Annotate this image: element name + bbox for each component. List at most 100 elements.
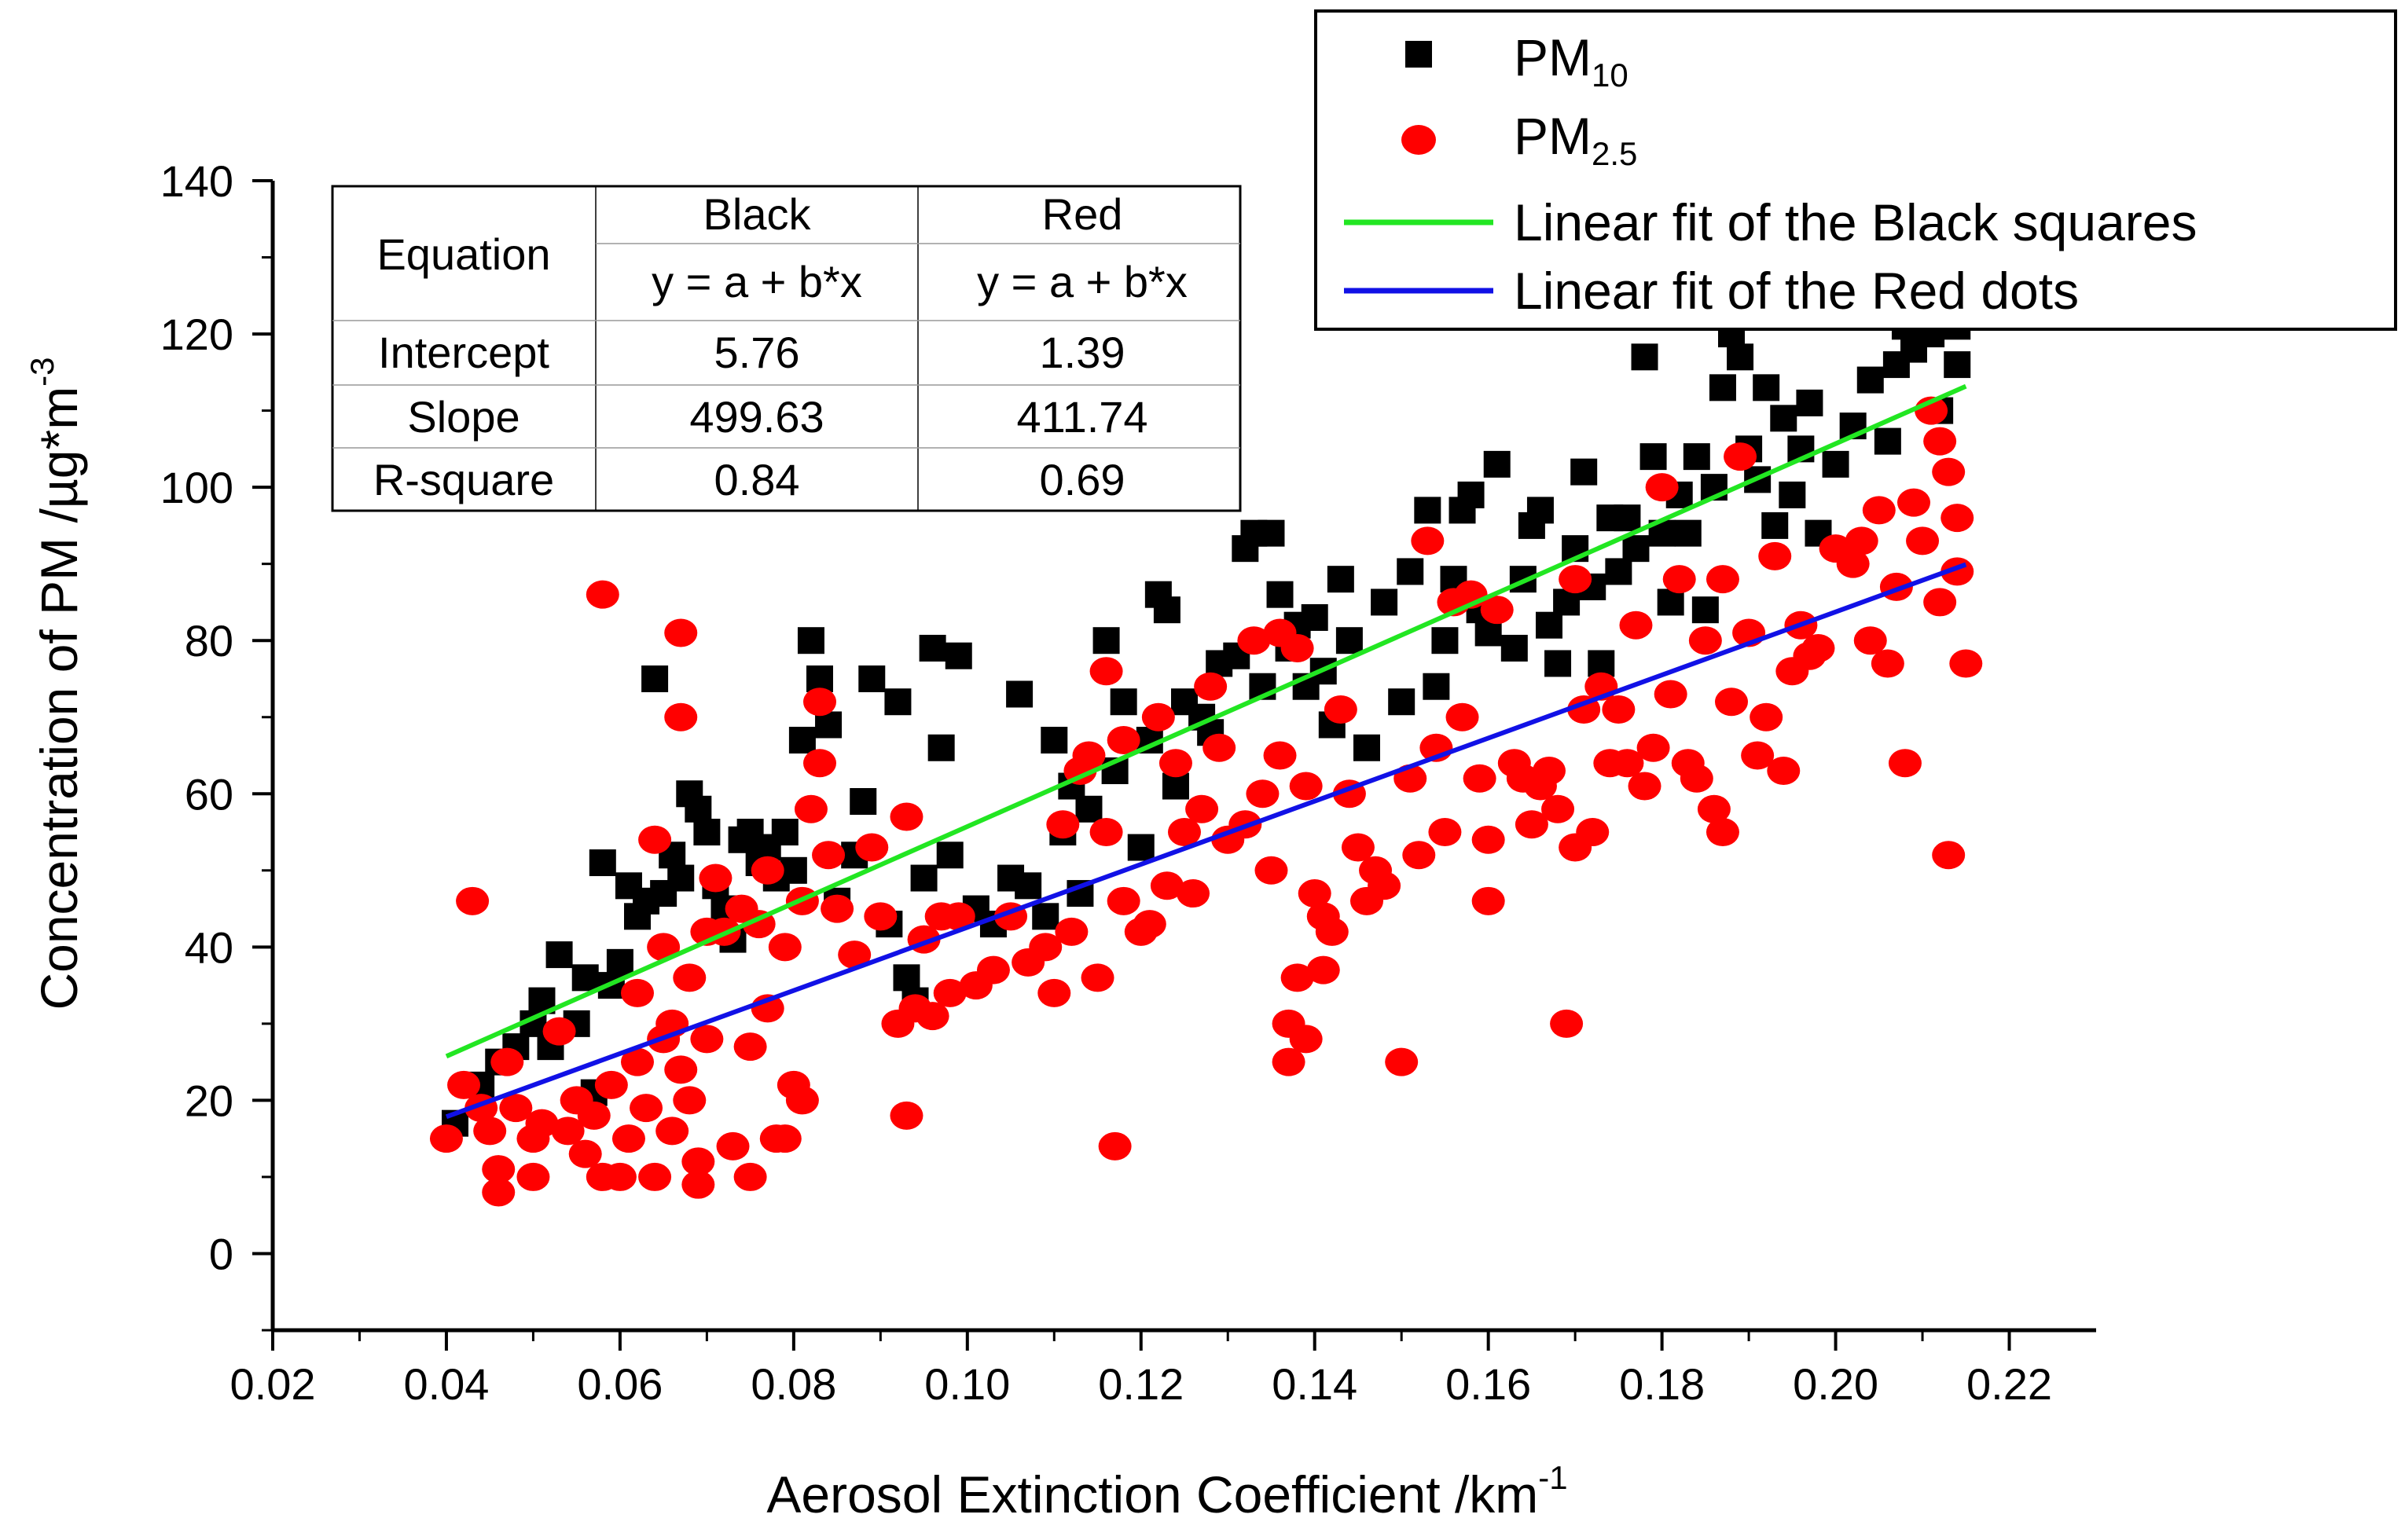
pm25-point — [664, 702, 698, 732]
legend-pm10-label: PM10 — [1514, 28, 1628, 94]
pm25-point — [1724, 442, 1757, 471]
pm25-point — [1680, 764, 1713, 793]
pm25-point — [1046, 810, 1080, 839]
table-slope-black: 499.63 — [689, 392, 824, 442]
pm10-point — [1796, 389, 1823, 416]
pm25-point — [1845, 526, 1878, 556]
pm25-point — [681, 1170, 715, 1199]
pm10-point — [1397, 558, 1424, 585]
x-tick-label: 0.22 — [1966, 1359, 2052, 1409]
y-tick-label: 80 — [185, 616, 233, 666]
pm10-point — [1874, 427, 1901, 455]
pm10-point — [936, 842, 964, 869]
y-tick-label: 0 — [209, 1229, 233, 1278]
pm10-point — [1483, 450, 1511, 478]
pm10-point — [1779, 481, 1806, 508]
pm10-point — [1258, 519, 1285, 547]
legend-pm25-sub: 2.5 — [1592, 135, 1637, 172]
pm25-point — [1315, 917, 1349, 946]
pm25-point — [1541, 794, 1575, 823]
pm25-point — [768, 933, 802, 962]
y-axis-title: Concentration of PM /µg*m-3 — [24, 357, 88, 1010]
pm25-point — [1246, 779, 1280, 808]
pm25-point — [1758, 541, 1792, 570]
pm25-point — [664, 1055, 698, 1084]
x-tick-label: 0.04 — [403, 1359, 489, 1409]
pm10-point — [1431, 627, 1459, 654]
pm25-point — [1897, 488, 1930, 517]
pm25-point — [429, 1124, 463, 1153]
pm10-point — [589, 849, 616, 877]
pm25-point — [733, 1162, 767, 1191]
table-row-slope-label: Slope — [407, 392, 520, 442]
pm10-point — [1570, 458, 1598, 486]
legend-pm10-marker — [1405, 41, 1432, 68]
pm25-point — [1368, 871, 1401, 900]
pm10-point — [1536, 611, 1562, 639]
pm25-point — [1263, 741, 1297, 770]
pm25-point — [916, 1002, 949, 1031]
pm25-point — [1237, 626, 1271, 655]
pm10-point — [1944, 351, 1971, 379]
legend-pm10-sub: 10 — [1592, 57, 1628, 94]
pm25-point — [482, 1178, 516, 1207]
pm25-point — [611, 1124, 645, 1153]
pm25-point — [1107, 725, 1140, 754]
pm25-point — [1801, 633, 1835, 662]
pm10-point — [1770, 405, 1797, 432]
x-tick-label: 0.14 — [1272, 1359, 1357, 1409]
pm25-point — [803, 688, 836, 717]
pm25-point — [1767, 757, 1801, 786]
pm25-point — [716, 1131, 750, 1160]
pm25-point — [447, 1070, 481, 1099]
pm25-point — [1654, 680, 1687, 709]
pm10-point — [641, 665, 669, 692]
pm25-point — [1177, 879, 1210, 908]
pm10-point — [667, 864, 695, 892]
pm25-point — [647, 933, 681, 962]
pm25-point — [577, 1101, 611, 1130]
legend: PM10 PM2.5 Linear fit of the Black squar… — [1314, 9, 2397, 331]
pm10-point — [893, 964, 920, 992]
pm10-point — [606, 948, 633, 976]
pm25-point — [456, 886, 490, 915]
y-tick-label: 120 — [160, 310, 233, 359]
y-axis-title-sup: -3 — [24, 357, 61, 386]
pm10-point — [1709, 374, 1736, 402]
legend-pm25-marker — [1401, 125, 1436, 155]
pm25-point — [1923, 588, 1957, 617]
pm25-point — [1463, 764, 1496, 793]
table-equation-red: y = a + b*x — [977, 257, 1188, 306]
pm25-point — [1089, 818, 1123, 847]
table-row-equation-label: Equation — [376, 229, 550, 279]
pm25-point — [586, 580, 619, 609]
fit-lines — [445, 383, 1967, 1120]
table-row-intercept-label: Intercept — [378, 328, 549, 377]
pm25-point — [1385, 1047, 1419, 1076]
pm10-point — [1266, 581, 1294, 608]
pm25-point — [525, 1109, 559, 1138]
pm10-point — [771, 819, 799, 846]
black-fit-line — [445, 383, 1967, 1059]
pm25-point — [1089, 657, 1123, 686]
pm25-point — [1402, 841, 1436, 870]
table-rsquare-red: 0.69 — [1040, 455, 1125, 504]
pm25-point — [1888, 749, 1922, 778]
pm10-point — [927, 734, 955, 761]
table-rsquare-black: 0.84 — [714, 455, 800, 504]
pm10-point — [1691, 596, 1719, 624]
pm25-point — [1081, 963, 1114, 992]
pm25-point — [1750, 702, 1783, 732]
pm25-point — [1298, 879, 1331, 908]
pm25-point — [499, 1094, 533, 1123]
pm25-point — [699, 864, 733, 893]
pm10-point — [1327, 566, 1354, 593]
pm10-point — [788, 726, 816, 754]
table-intercept-red: 1.39 — [1040, 328, 1125, 377]
pm25-point — [1550, 1009, 1584, 1038]
pm25-point — [681, 1147, 715, 1176]
pm25-point — [1533, 757, 1566, 786]
table-col-red: Red — [1042, 189, 1123, 239]
pm25-point — [942, 902, 975, 931]
